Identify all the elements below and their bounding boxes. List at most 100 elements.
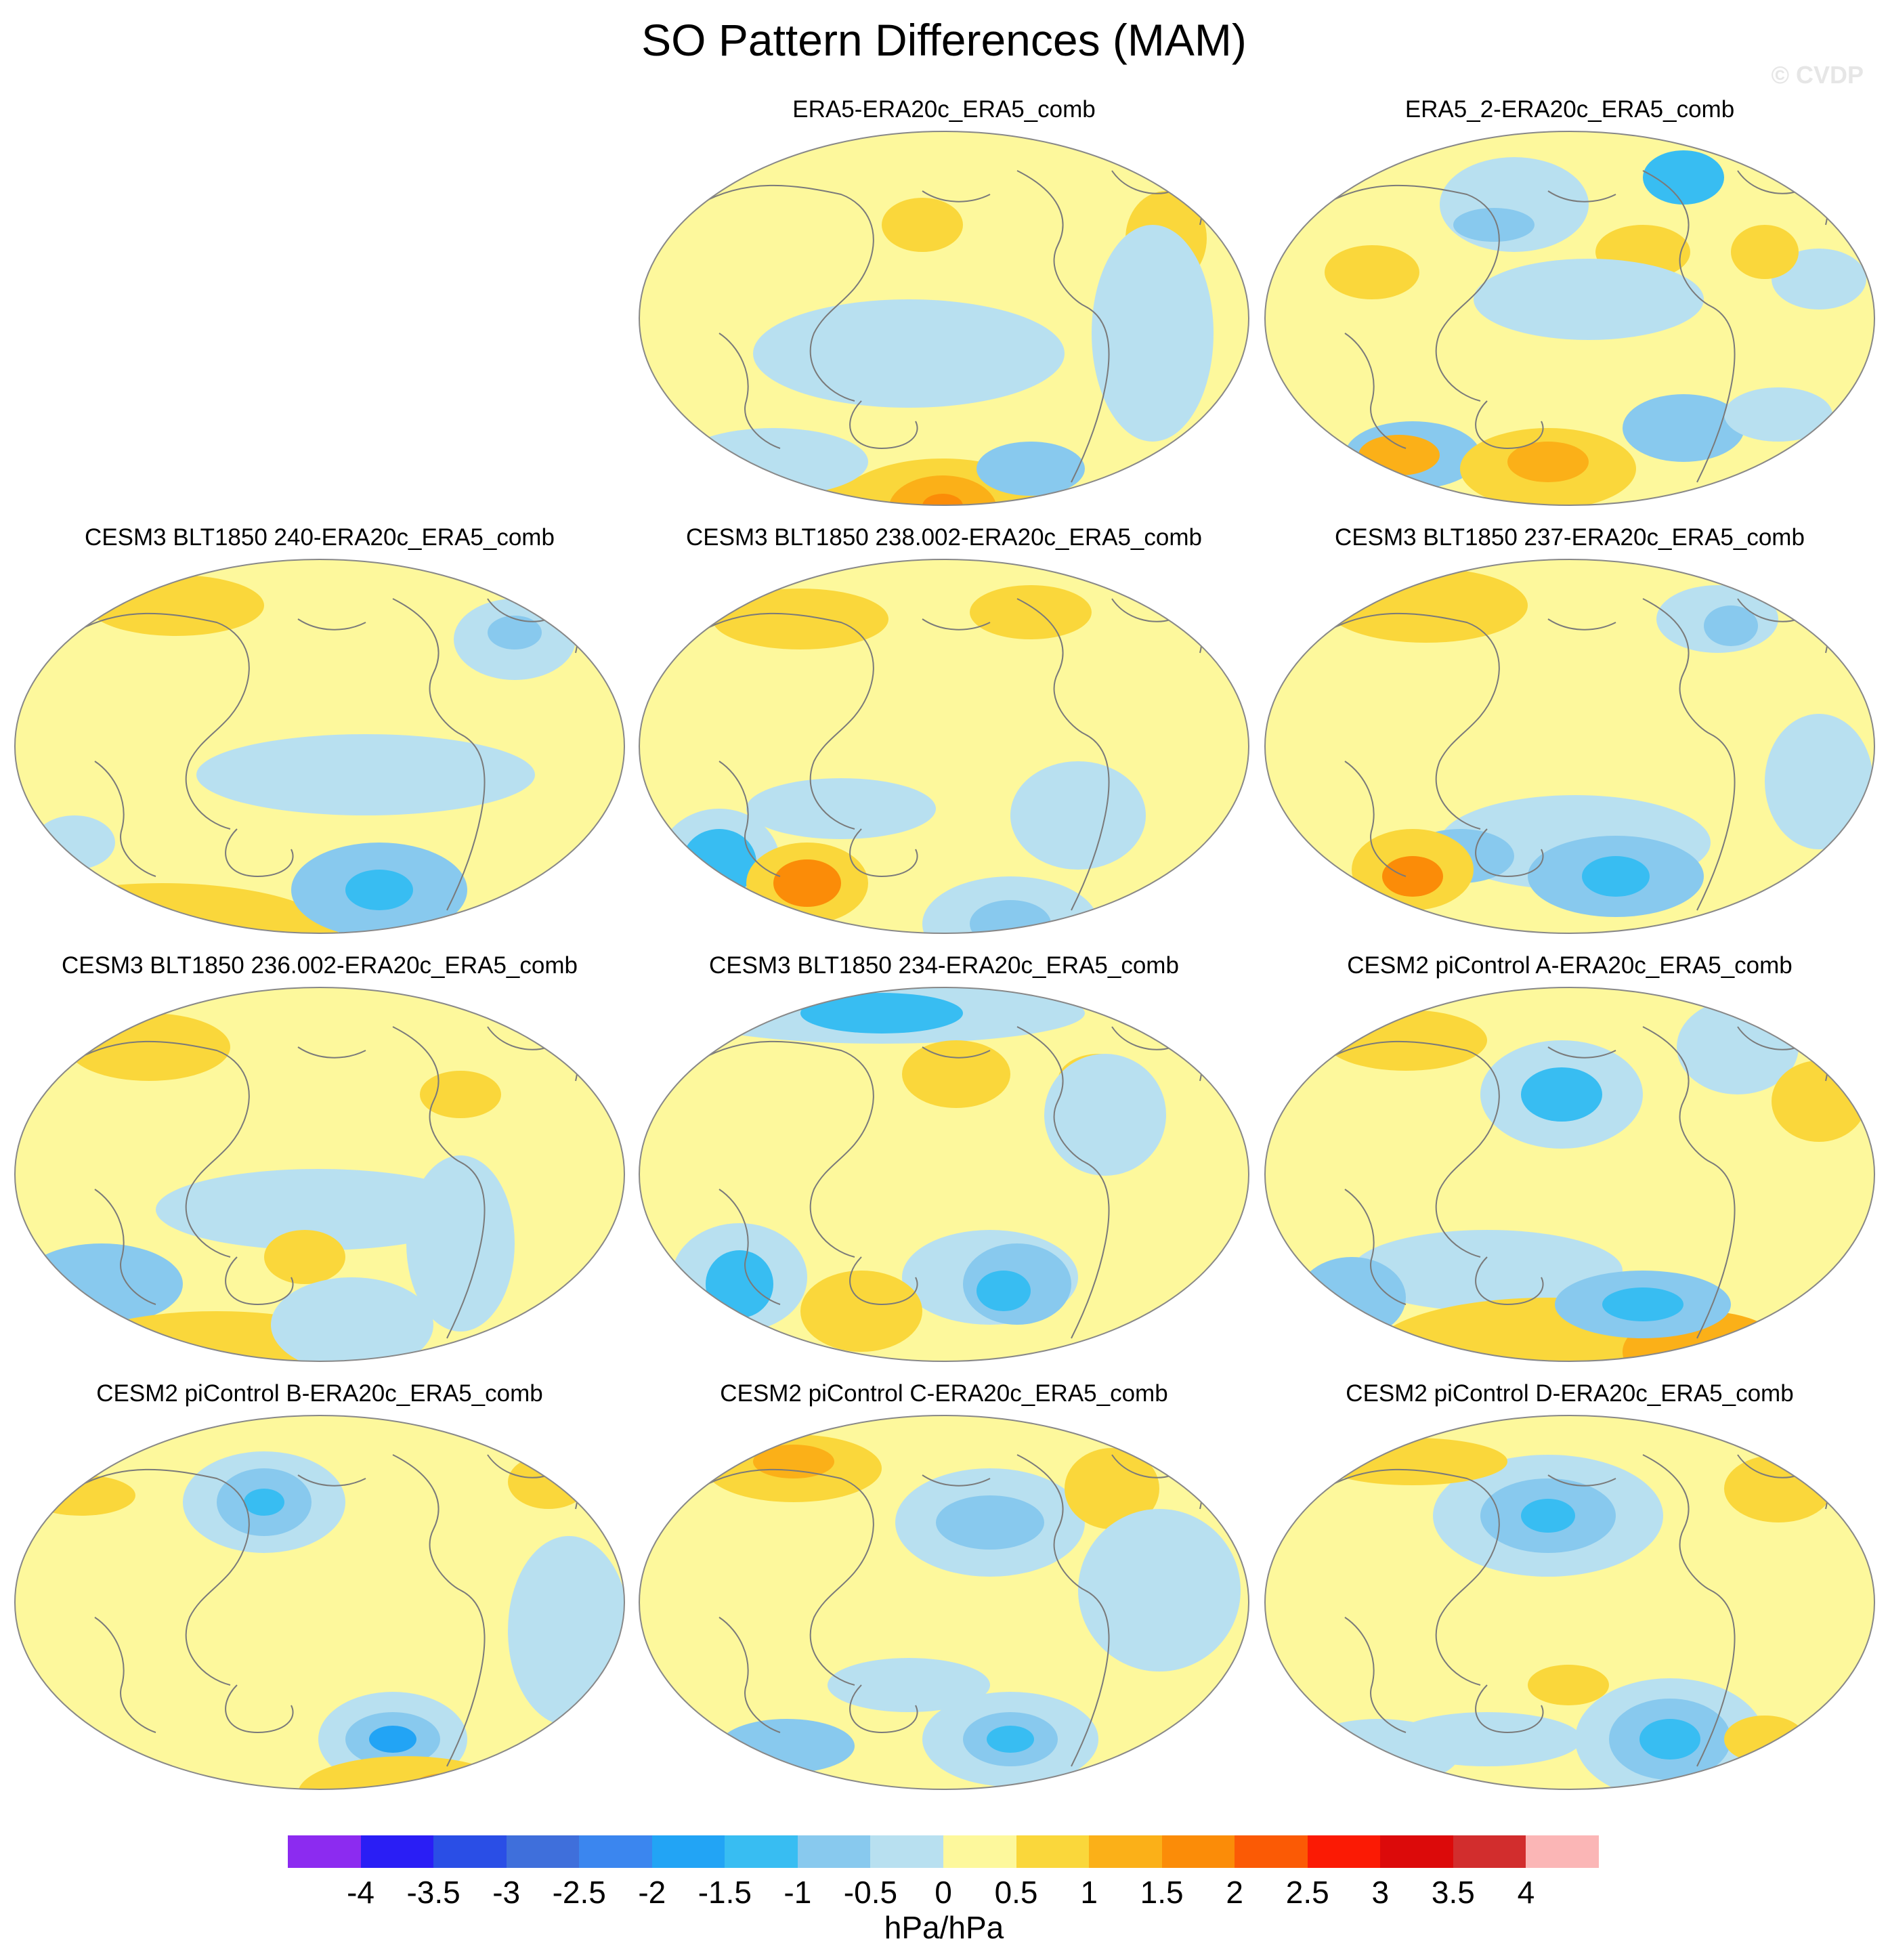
panel-title: CESM2 piControl B-ERA20c_ERA5_comb [96,1380,543,1407]
colorbar-swatch [1307,1835,1381,1868]
colorbar-swatch [1526,1835,1600,1868]
colorbar-swatch [288,1835,361,1868]
map-outline [14,987,625,1362]
coastline [392,598,486,911]
colorbar-units-label: hPa/hPa [884,1910,1004,1945]
colorbar-swatch [1161,1835,1235,1868]
coastline [1547,1474,1616,1487]
anomaly-contour [369,1726,416,1753]
colorbar-swatch [1380,1835,1454,1868]
colorbar-tick-label: 1.5 [1140,1875,1184,1910]
anomaly-contour [1724,1455,1832,1522]
anomaly-contour [1528,1665,1609,1705]
map-outline [1264,1415,1875,1790]
coastline [1642,1454,1736,1767]
anomaly-contour [508,1536,624,1726]
colorbar-tick-label: -2.5 [552,1875,606,1910]
anomaly-contour [1643,150,1724,205]
panel-title: CESM2 piControl A-ERA20c_ERA5_comb [1347,952,1793,979]
anomaly-contour [1382,856,1443,897]
anomaly-contour [970,585,1092,639]
anomaly-contour [970,900,1051,933]
map-panel: CESM2 piControl B-ERA20c_ERA5_comb [14,1379,626,1807]
coastline [718,1189,781,1305]
anomaly-contour [1078,1509,1241,1671]
coastline [1547,1046,1616,1059]
panel-title: CESM3 BLT1850 237-ERA20c_ERA5_comb [1335,524,1805,551]
robinson-map [1264,987,1875,1362]
colorbar-tick-label: -0.5 [843,1875,898,1910]
colorbar-tick-label: 2.5 [1285,1875,1329,1910]
robinson-map [14,559,625,934]
anomaly-contour [196,734,535,815]
map-panel: CESM2 piControl A-ERA20c_ERA5_comb [1264,951,1876,1379]
anomaly-contour [1474,259,1704,340]
colorbar-tick-label: -1.5 [698,1875,752,1910]
anomaly-contour [420,1071,501,1118]
colorbar-tick-label: -2 [638,1875,666,1910]
coastline [74,612,250,830]
cvdp-watermark: © CVDP [1771,61,1864,89]
anomaly-contour [1639,1719,1700,1760]
anomaly-contour [1724,387,1832,442]
coastline [297,1474,366,1487]
coastline [698,184,874,402]
coastline [922,1046,991,1059]
map-panel: CESM3 BLT1850 240-ERA20c_ERA5_comb [14,523,626,951]
colorbar-tick-label: -4 [347,1875,374,1910]
coastline [297,1046,366,1059]
panel-title: ERA5_2-ERA20c_ERA5_comb [1404,96,1735,123]
anomaly-contour [706,1250,773,1318]
anomaly-contour [1010,761,1146,870]
colorbar-tick-label: 1 [1080,1875,1098,1910]
map-outline [639,987,1249,1362]
coastline [392,1026,486,1339]
anomaly-contour [746,778,936,839]
map-outline [639,1415,1249,1790]
colorbar-tick-labels: -4 -3.5 -3 -2.5 -2 -1.5 -1 -0.5 0 0.5 1 1.5 2 2.5 3 3.5… [0,1872,1888,1913]
anomaly-contour [977,1271,1031,1311]
anomaly-contour [264,1230,345,1284]
anomaly-contour [1325,1010,1487,1071]
coastline [718,1617,781,1733]
robinson-map [1264,131,1875,506]
anomaly-contour [1297,1257,1406,1338]
colorbar-swatch [579,1835,653,1868]
colorbar-tick-label: 3 [1371,1875,1390,1910]
coastline [922,1474,991,1487]
anomaly-contour [88,575,264,636]
colorbar-tick-label: 2 [1226,1875,1244,1910]
anomaly-contour [41,914,203,933]
anomaly-contour [1772,249,1866,310]
anomaly-contour [271,1277,433,1361]
anomaly-contour [712,589,888,649]
anomaly-contour [1325,245,1419,299]
coastline [1324,612,1500,830]
anomaly-contour [1602,1287,1683,1321]
map-outline [639,559,1249,934]
coastline [1344,1617,1407,1733]
coastline [849,400,918,450]
coastline [849,1684,918,1734]
anomaly-contour [1623,394,1744,462]
panel-title: CESM3 BLT1850 236.002-ERA20c_ERA5_comb [61,952,578,979]
anomaly-contour [1772,1061,1866,1142]
coastline [392,1454,486,1767]
coastline [849,828,918,878]
map-outline [1264,131,1875,506]
colorbar [288,1835,1600,1868]
colorbar-swatch [1235,1835,1308,1868]
anomaly-contour [936,1495,1044,1550]
colorbar-swatch [1016,1835,1090,1868]
coastline [225,1256,294,1306]
coastline [1475,828,1544,878]
colorbar-tick-label: -1 [784,1875,812,1910]
colorbar-swatch [870,1835,944,1868]
coastline [1016,170,1110,483]
panel-title: CESM3 BLT1850 234-ERA20c_ERA5_comb [709,952,1179,979]
anomaly-contour [1731,225,1799,279]
coastline [1547,618,1616,631]
panel-title: CESM2 piControl D-ERA20c_ERA5_comb [1346,1380,1794,1407]
anomaly-contour [800,1271,922,1352]
robinson-map [639,559,1249,934]
